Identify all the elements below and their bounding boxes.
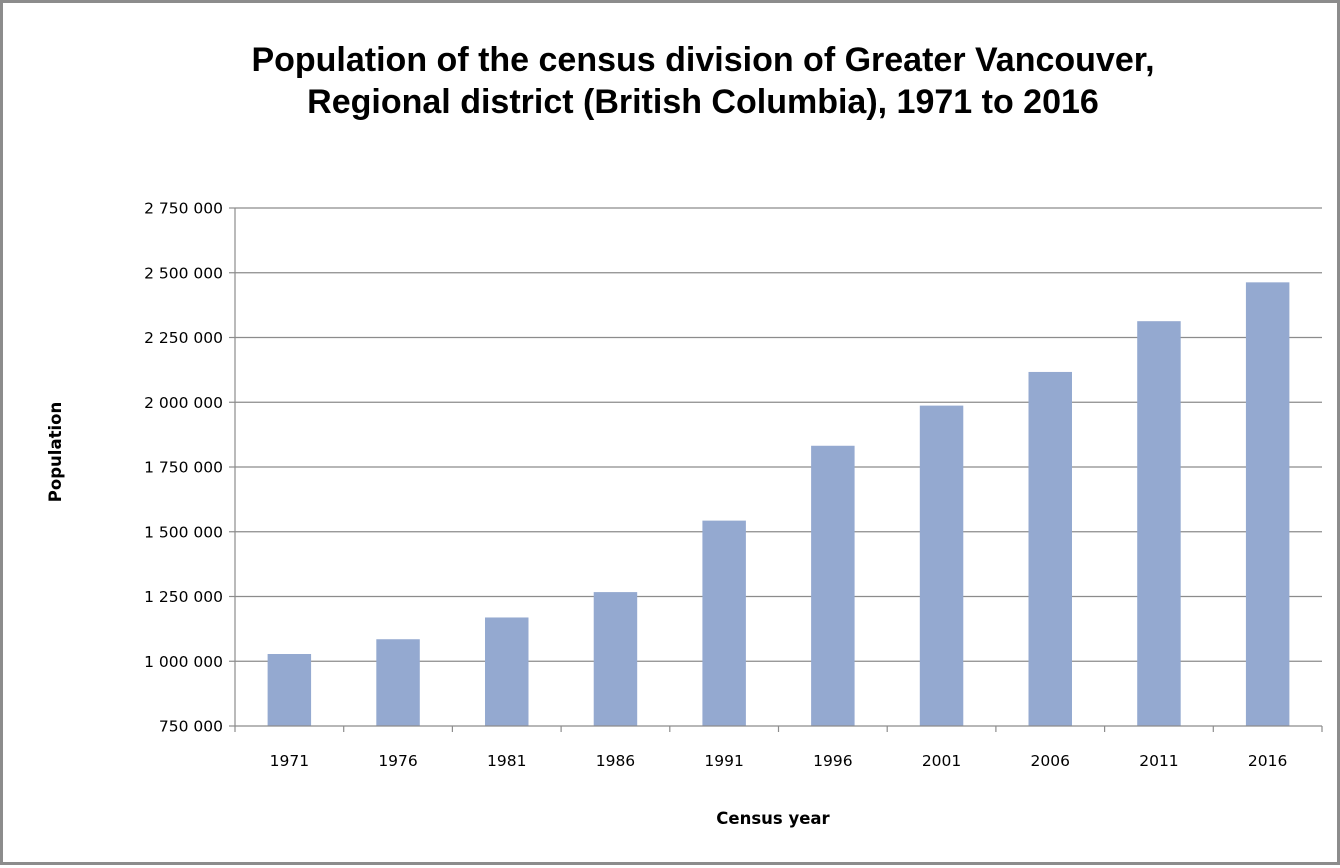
chart-title-line-1: Population of the census division of Gre… <box>251 41 1154 79</box>
x-tick-label: 2011 <box>1139 752 1178 770</box>
y-tick-label: 750 000 <box>159 718 223 736</box>
y-tick-label: 1 250 000 <box>144 588 223 606</box>
bar-chart: Population of the census division of Gre… <box>46 41 1323 828</box>
x-tick-label: 1976 <box>378 752 417 770</box>
y-tick-label: 2 000 000 <box>144 394 223 412</box>
y-tick-label: 2 750 000 <box>144 200 223 218</box>
bar-1986 <box>593 592 638 726</box>
bar-1996 <box>811 445 855 726</box>
x-tick-label: 2001 <box>922 752 961 770</box>
bar-2011 <box>1137 321 1181 726</box>
x-axis-title: Census year <box>716 809 830 828</box>
bar-1976 <box>376 639 420 726</box>
y-tick-labels: 750 000 1 000 000 1 250 000 1 500 000 1 750 … <box>144 200 223 736</box>
x-tick-label: 1971 <box>270 752 309 770</box>
bar-1981 <box>485 617 529 726</box>
x-tick-label: 1996 <box>813 752 852 770</box>
y-tick-label: 2 500 000 <box>144 264 223 282</box>
x-tick-label: 2006 <box>1031 752 1070 770</box>
x-tick-labels: 1971 1976 1981 1986 1991 1996 2001 2006 2011 2016 <box>270 752 1288 770</box>
x-tick-label: 1991 <box>704 752 743 770</box>
axes <box>229 207 1323 732</box>
bars <box>267 282 1290 726</box>
x-tick-label: 1986 <box>596 752 635 770</box>
bar-2001 <box>919 405 964 726</box>
gridlines <box>235 207 1322 662</box>
y-tick-label: 1 000 000 <box>144 653 223 671</box>
y-tick-label: 1 750 000 <box>144 459 223 477</box>
bar-1971 <box>267 653 312 726</box>
chart-title-line-2: Regional district (British Columbia), 19… <box>307 83 1099 121</box>
bar-1991 <box>702 520 746 726</box>
y-tick-label: 1 500 000 <box>144 523 223 541</box>
y-axis-title: Population <box>46 402 65 502</box>
x-tick-label: 2016 <box>1248 752 1287 770</box>
bar-2016 <box>1245 282 1290 726</box>
bar-2006 <box>1028 371 1072 726</box>
x-tick-label: 1981 <box>487 752 526 770</box>
y-tick-label: 2 250 000 <box>144 329 223 347</box>
